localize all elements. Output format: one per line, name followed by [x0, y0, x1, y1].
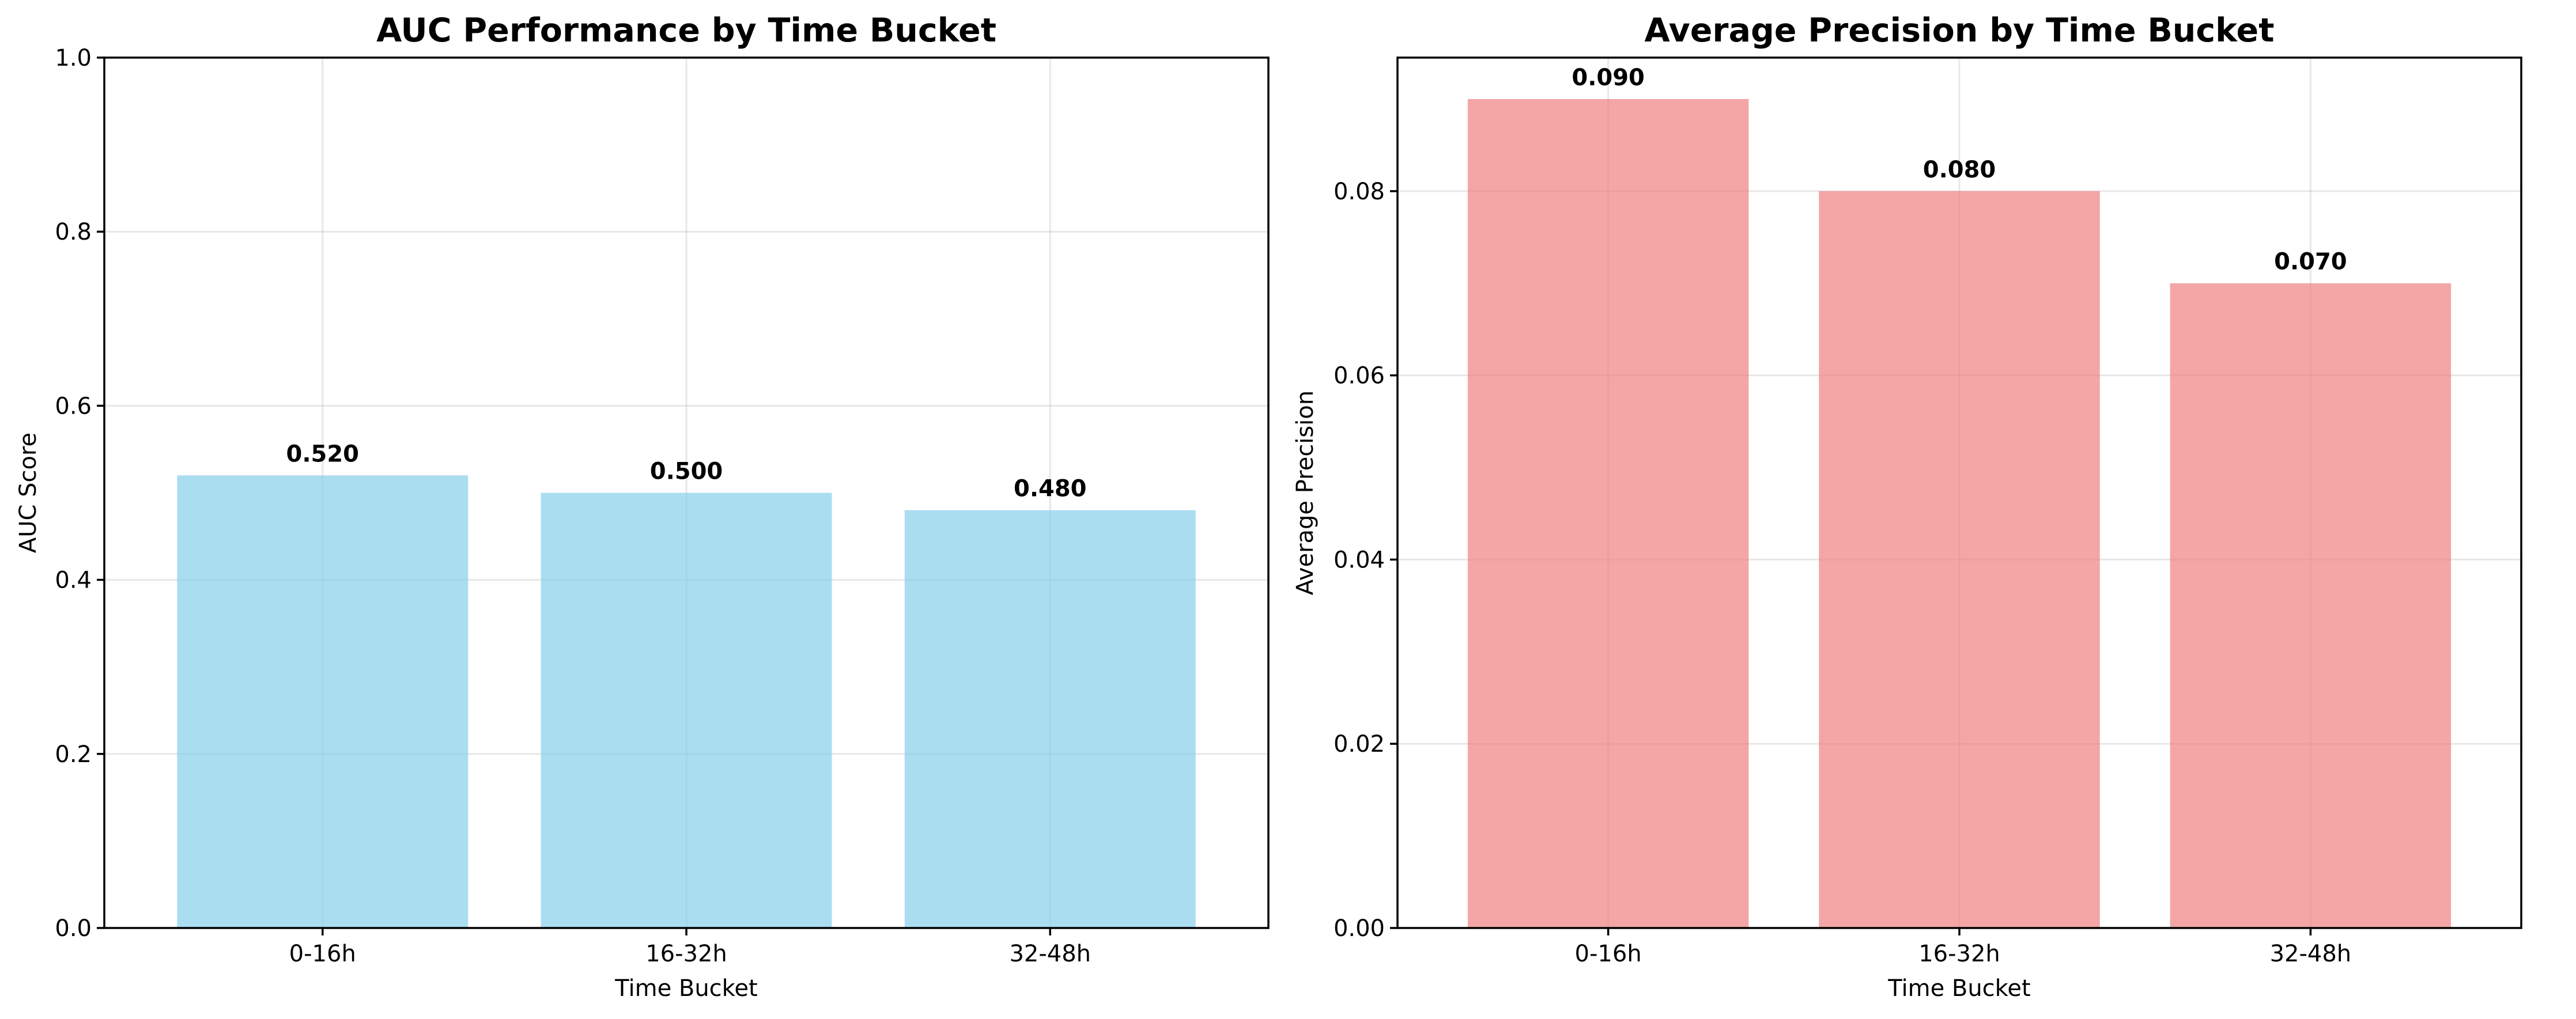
y-tick-label: 0.02: [1334, 731, 1385, 757]
x-tick-label: 32-48h: [2270, 941, 2352, 967]
x-tick-label: 16-32h: [645, 941, 727, 967]
y-tick-label: 0.06: [1334, 363, 1385, 389]
y-tick-label: 0.6: [55, 393, 92, 419]
bar-16-32h: [1819, 191, 2100, 928]
x-tick-label: 16-32h: [1918, 941, 2000, 967]
auc-chart: 0.520 0.500 0.480 0.0 0.2 0.4 0.6 0.8 1.0 0-16h 16…: [15, 12, 1270, 1002]
y-axis-label: Average Precision: [1292, 391, 1319, 595]
bar-32-48h: [2170, 283, 2452, 929]
y-tick-label: 0.04: [1334, 547, 1385, 573]
chart-title: Average Precision by Time Bucket: [1645, 12, 2275, 50]
y-axis-label: AUC Score: [15, 433, 41, 553]
bar-0-16h: [177, 475, 469, 928]
bar-16-32h: [541, 493, 832, 928]
bar-0-16h: [1467, 99, 1749, 928]
x-axis-label: Time Bucket: [614, 975, 757, 1002]
x-tick-label: 0-16h: [1575, 941, 1642, 967]
y-tick-label: 0.0: [55, 915, 92, 942]
y-tick-label: 0.4: [55, 567, 92, 594]
y-tick-label: 0.8: [55, 219, 92, 245]
chart-title: AUC Performance by Time Bucket: [376, 12, 996, 50]
y-tick-label: 1.0: [55, 45, 92, 71]
x-tick-label: 0-16h: [289, 941, 356, 967]
y-tick-label: 0.08: [1334, 179, 1385, 205]
data-label: 0.080: [1923, 157, 1996, 183]
bar-32-48h: [904, 510, 1196, 928]
data-label: 0.070: [2274, 249, 2347, 275]
data-label: 0.090: [1572, 65, 1645, 91]
data-label: 0.520: [286, 441, 359, 467]
x-tick-label: 32-48h: [1009, 941, 1091, 967]
data-label: 0.500: [650, 459, 723, 485]
y-tick-label: 0.2: [55, 741, 92, 768]
y-tick-label: 0.00: [1334, 915, 1385, 942]
average-precision-chart: 0.090 0.080 0.070 0.00 0.02 0.04 0.06 0.08 0-16h…: [1292, 12, 2522, 1002]
data-label: 0.480: [1014, 476, 1087, 502]
x-axis-label: Time Bucket: [1887, 975, 2030, 1002]
